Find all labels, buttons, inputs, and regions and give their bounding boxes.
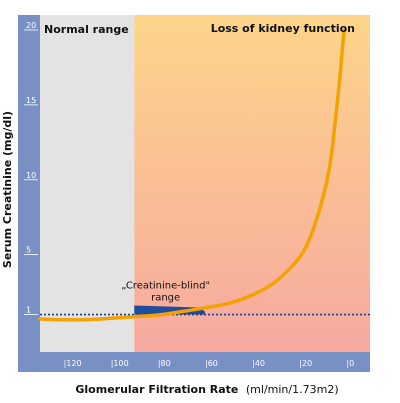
x-axis-title-units: (ml/min/1.73m2) [246, 383, 339, 396]
y-tick-label: 5 [26, 246, 31, 255]
y-axis-band [18, 15, 40, 372]
x-tick-label: |100 [111, 359, 129, 368]
y-tick-label: 1 [26, 306, 31, 315]
y-axis-title: Serum Creatinine (mg/dl) [1, 111, 14, 268]
x-axis-title-main: Glomerular Filtration Rate [75, 383, 238, 396]
x-tick-label: |120 [64, 359, 82, 368]
x-tick-label: |80 [158, 359, 171, 368]
normal-range-label: Normal range [44, 23, 129, 36]
creatinine-curve [38, 28, 346, 322]
y-tick-label: 15 [26, 96, 36, 105]
x-axis-title: Glomerular Filtration Rate (ml/min/1.73m… [75, 383, 338, 396]
y-tick-label: 10 [26, 171, 36, 180]
creatinine-blind-label-line2: range [151, 293, 180, 304]
creatinine-blind-label-line1: „Creatinine-blind" [121, 281, 210, 292]
x-axis-ticks: |120 |100 |80 |60 |40 |20 |0 [64, 359, 355, 368]
x-axis-band [18, 352, 370, 372]
x-tick-label: |40 [252, 359, 265, 368]
normal-range-background [40, 15, 135, 352]
x-tick-label: |60 [205, 359, 218, 368]
y-tick-label: 20 [26, 21, 36, 30]
loss-of-function-label: Loss of kidney function [211, 22, 355, 35]
x-tick-label: |0 [346, 359, 354, 368]
x-tick-label: |20 [299, 359, 312, 368]
